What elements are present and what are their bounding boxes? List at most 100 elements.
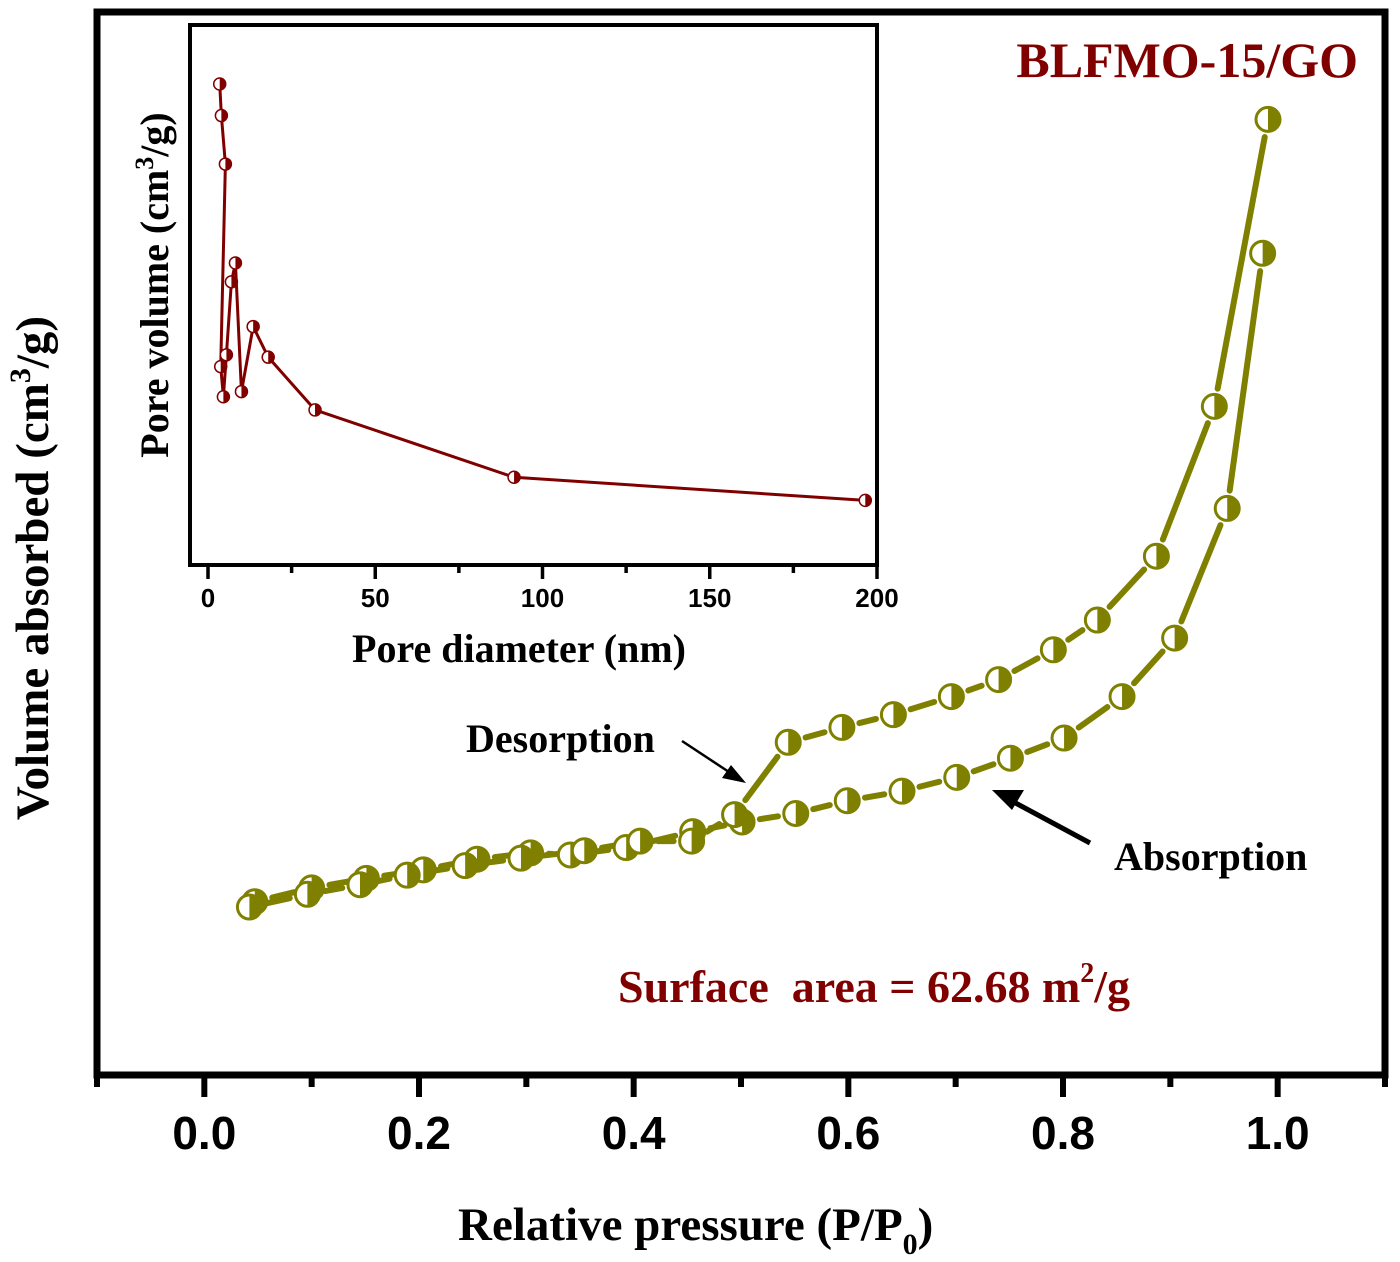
inset-data-point (858, 493, 873, 508)
inset-y-axis-title-text: Pore volume (cm (132, 170, 177, 458)
series-absorption-line-segment (970, 761, 997, 775)
main-x-axis-title-end: ) (918, 1199, 934, 1251)
inset-x-tick-label: 100 (521, 583, 564, 613)
series-desorption-line-segment (1159, 420, 1211, 543)
series-desorption-line-segment (1106, 566, 1148, 610)
series-desorption-line-segment (1011, 655, 1041, 674)
data-point-absorption (1249, 239, 1277, 267)
desorption-annotation-label: Desorption (466, 716, 655, 761)
main-x-tick-label: 0.8 (1031, 1107, 1095, 1159)
inset-y-axis-title-end: /g) (132, 112, 177, 157)
series-absorption-line-segment (1075, 704, 1111, 731)
main-series-group (235, 105, 1282, 921)
absorption-annotation-label: Absorption (1114, 834, 1307, 879)
data-point-desorption (1142, 542, 1170, 570)
data-point-desorption (346, 871, 374, 899)
data-point-desorption (626, 827, 654, 855)
inset-data-point (213, 359, 228, 374)
series-absorption-line-segment (1024, 741, 1051, 755)
surface-area-text: Surface area = 62.68 m (618, 961, 1080, 1012)
data-point-desorption (393, 861, 421, 889)
data-point-desorption (507, 844, 535, 872)
inset-series-line (218, 83, 866, 502)
data-point-desorption (879, 701, 907, 729)
data-point-absorption (996, 744, 1024, 772)
main-x-tick-label: 1.0 (1246, 1107, 1310, 1159)
data-point-desorption (937, 683, 965, 711)
inset-y-axis-title-sup: 3 (130, 157, 159, 170)
data-point-desorption (774, 728, 802, 756)
series-desorption-markers (235, 105, 1282, 921)
series-absorption-line-segment (756, 813, 781, 823)
series-desorption (263, 134, 1268, 907)
inset-x-tick-label: 200 (855, 583, 898, 613)
main-x-tick-label: 0.6 (816, 1107, 880, 1159)
series-absorption-line-segment (269, 889, 298, 901)
series-absorption-line-segment (810, 802, 833, 813)
inset-data-point (212, 77, 227, 91)
surface-area-sup: 2 (1080, 958, 1094, 989)
data-point-desorption (1254, 105, 1282, 133)
series-absorption-line-segment (1226, 268, 1264, 494)
surface-area-annotation: Surface area = 62.68 m2/g (618, 958, 1130, 1012)
chart-title: BLFMO-15/GO (1016, 32, 1358, 88)
series-desorption-line-segment (263, 895, 293, 907)
surface-area-end: /g (1093, 961, 1130, 1012)
inset-x-tick-label: 50 (361, 583, 390, 613)
main-x-axis: 0.0 0.2 0.4 0.6 0.8 1.0 (94, 1075, 1388, 1159)
inset-data-point (507, 470, 521, 485)
inset-data-point (218, 157, 233, 171)
inset-data-point (234, 384, 249, 399)
series-desorption-line-segment (907, 698, 938, 713)
inset-data-point (219, 348, 234, 362)
inset-x-tick-label: 150 (688, 583, 731, 613)
main-x-axis-title: Relative pressure (P/P0) (458, 1199, 933, 1261)
series-absorption-line-segment (1131, 648, 1166, 687)
inset-x-axis: 0 50 100 150 200 (201, 565, 899, 613)
inset-x-axis-title: Pore diameter (nm) (352, 626, 686, 671)
data-point-desorption (678, 827, 706, 855)
main-x-tick-label: 0.0 (172, 1107, 236, 1159)
data-point-desorption (1083, 606, 1111, 634)
data-point-absorption (1161, 624, 1189, 652)
series-absorption-line-segment (916, 778, 943, 790)
series-desorption-line-segment (856, 715, 879, 727)
inset-data-point (308, 403, 322, 417)
data-point-desorption (985, 666, 1013, 694)
inset-series-pore-size-distribution (212, 77, 873, 508)
series-absorption-line-segment (1178, 522, 1224, 625)
inset-data-point (228, 256, 243, 270)
inset-data-point (216, 389, 231, 404)
inset-x-tick-label: 0 (201, 583, 215, 613)
inset-data-point (261, 350, 275, 364)
main-x-tick-label: 0.4 (602, 1107, 666, 1159)
data-point-absorption (1108, 683, 1136, 711)
inset-data-point (224, 275, 239, 289)
data-point-desorption (1039, 636, 1067, 664)
inset-plot-frame (188, 23, 879, 567)
data-point-desorption (828, 713, 856, 741)
data-point-desorption (293, 880, 321, 908)
data-point-desorption (570, 837, 598, 865)
main-y-axis-title-end: /g) (7, 316, 59, 369)
data-point-desorption (451, 852, 479, 880)
series-desorption-line-segment (802, 729, 828, 741)
main-y-axis-title: Volume absorbed (cm3/g) (4, 316, 59, 820)
series-absorption-line-segment (326, 878, 352, 888)
data-point-absorption (833, 787, 861, 815)
data-point-absorption (1050, 724, 1078, 752)
data-point-desorption (235, 893, 263, 921)
absorption-arrow (992, 790, 1092, 846)
series-desorption-line-segment (703, 821, 723, 835)
series-desorption-line-segment (965, 682, 985, 694)
main-x-axis-title-sub: 0 (903, 1228, 918, 1261)
series-desorption-line-segment (322, 884, 346, 895)
series-desorption-line-segment (742, 753, 781, 804)
desorption-arrow (681, 739, 746, 783)
main-y-axis-title-text: Volume absorbed (cm (7, 383, 59, 820)
data-point-absorption (943, 763, 971, 791)
main-y-axis-title-sup: 3 (4, 368, 37, 383)
inset-y-axis-title: Pore volume (cm3/g) (130, 112, 177, 457)
series-desorption-line-segment (1065, 627, 1086, 643)
